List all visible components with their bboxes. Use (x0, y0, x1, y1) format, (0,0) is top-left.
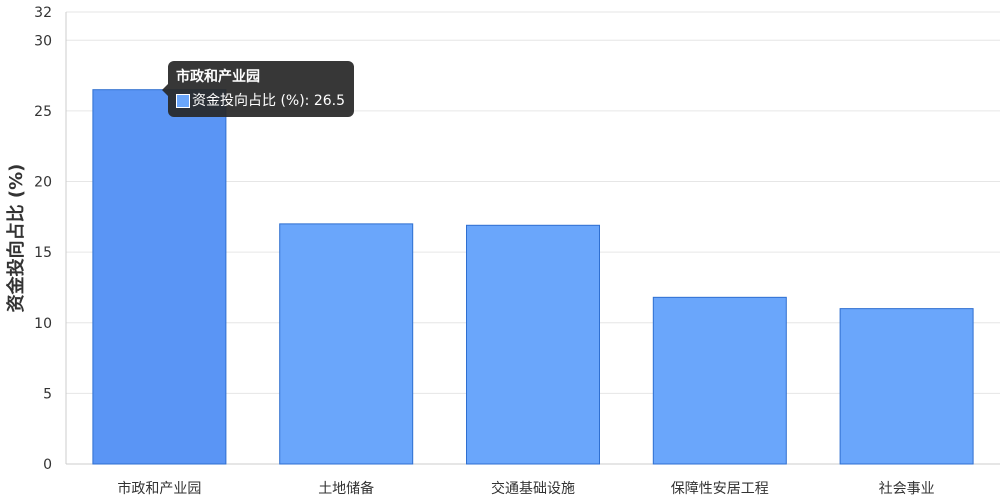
x-tick-label: 社会事业 (879, 481, 935, 497)
x-tick-label: 市政和产业园 (117, 480, 201, 497)
y-axis-title: 资金投向占比 (%) (5, 164, 27, 313)
y-tick-label: 0 (43, 457, 52, 473)
chart-tooltip: 市政和产业园 资金投向占比 (%): 26.5 (161, 61, 355, 117)
y-tick-label: 20 (34, 175, 52, 191)
x-tick-label: 交通基础设施 (491, 480, 575, 497)
bar[interactable] (279, 223, 414, 465)
x-tick-label: 保障性安居工程 (671, 481, 769, 497)
y-tick-label: 5 (43, 386, 52, 402)
bar[interactable] (92, 89, 227, 465)
tooltip-row: 资金投向占比 (%): 26.5 (176, 91, 345, 111)
x-tick-label: 土地储备 (318, 480, 374, 497)
y-tick-label: 10 (34, 316, 52, 332)
y-tick-label: 15 (34, 245, 52, 261)
tooltip-swatch (176, 94, 190, 108)
y-tick-label: 30 (34, 33, 52, 49)
bar[interactable] (466, 224, 600, 465)
bar[interactable] (652, 296, 787, 465)
bar[interactable] (839, 308, 974, 465)
y-tick-label: 25 (34, 104, 52, 120)
y-tick-label: 32 (34, 5, 52, 21)
tooltip-value: 资金投向占比 (%): 26.5 (192, 93, 346, 109)
tooltip-title: 市政和产业园 (176, 69, 260, 85)
